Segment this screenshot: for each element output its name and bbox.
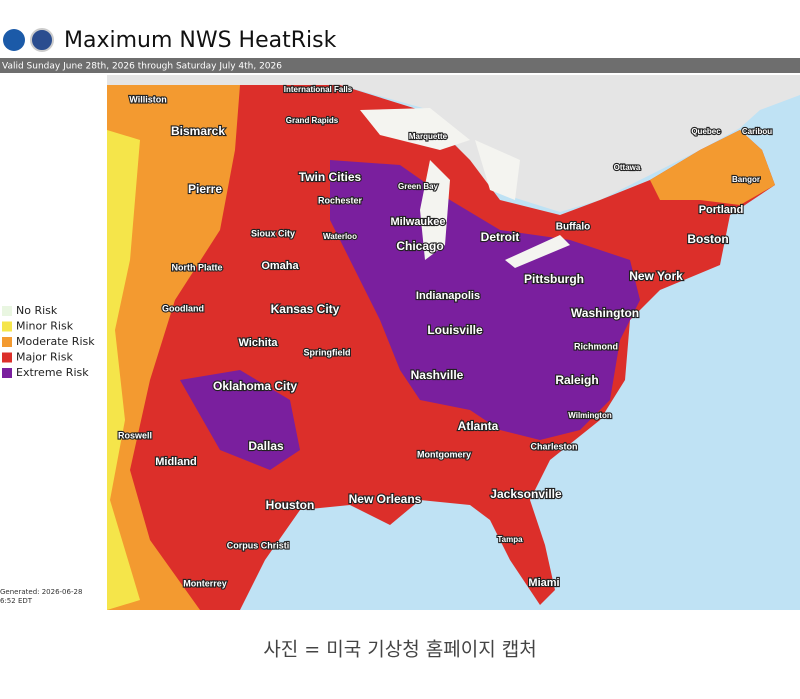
city-label: Portland	[699, 204, 744, 216]
caption: 사진 = 미국 기상청 홈페이지 캡처	[263, 639, 536, 661]
city-label: Kansas City	[271, 302, 340, 316]
city-label: Quebec	[691, 127, 721, 136]
lake-michigan	[420, 160, 450, 260]
legend-label: Extreme Risk	[16, 366, 89, 379]
city-label: Sioux City	[251, 228, 295, 238]
lake-huron	[475, 140, 520, 200]
city-label: Bangor	[732, 175, 760, 184]
city-label: New Orleans	[349, 492, 422, 506]
legend-swatch	[2, 352, 12, 363]
city-label: Montgomery	[417, 449, 471, 459]
city-label: Williston	[129, 94, 166, 104]
minor-west	[107, 130, 140, 610]
city-label: Chicago	[396, 239, 443, 253]
city-label: Roswell	[118, 430, 152, 440]
city-label: International Falls	[284, 85, 353, 94]
city-label: Boston	[687, 232, 728, 246]
lake-superior	[360, 108, 470, 150]
legend-swatch	[2, 368, 12, 378]
valid-text: Valid Sunday June 28th, 2026 through Sat…	[2, 62, 282, 72]
city-label: Midland	[155, 456, 197, 468]
city-label: Tampa	[497, 535, 523, 544]
city-label: Bismarck	[171, 124, 225, 138]
city-label: North Platte	[171, 262, 222, 272]
city-label: Corpus Christi	[227, 540, 290, 550]
noaa-logo	[3, 29, 25, 51]
city-label: Rochester	[318, 195, 363, 205]
legend-label: No Risk	[16, 304, 58, 317]
valid-bar	[0, 58, 800, 73]
city-label: Jacksonville	[490, 487, 562, 501]
legend-swatch	[2, 321, 12, 332]
city-label: Houston	[266, 498, 315, 512]
city-label: Pittsburgh	[524, 272, 584, 286]
extreme-east	[330, 160, 640, 440]
lake-erie	[505, 235, 570, 268]
city-label: Indianapolis	[416, 290, 480, 302]
city-label: Pierre	[188, 182, 222, 196]
moderate-west	[107, 85, 240, 610]
city-label: Wichita	[238, 337, 278, 349]
city-label: Waterloo	[323, 232, 357, 241]
legend: No Risk Minor Risk Moderate Risk Major Risk…	[2, 304, 95, 379]
legend-swatch	[2, 306, 12, 316]
city-label: Twin Cities	[299, 170, 362, 184]
city-label: Caribou	[742, 127, 772, 136]
legend-label: Major Risk	[16, 351, 73, 364]
city-label: Nashville	[411, 368, 464, 382]
city-label: Louisville	[427, 323, 483, 337]
city-label: Raleigh	[555, 373, 598, 387]
canada	[107, 75, 800, 212]
generated-time: 6:52 EDT	[0, 597, 33, 605]
city-label: Ottawa	[614, 163, 641, 172]
legend-swatch	[2, 337, 12, 347]
nws-logo	[30, 28, 54, 52]
city-label: Charleston	[530, 441, 577, 451]
city-label: Richmond	[574, 341, 618, 351]
legend-label: Minor Risk	[16, 320, 74, 333]
city-label: Springfield	[304, 347, 351, 357]
city-label: Atlanta	[458, 419, 499, 433]
city-label: Buffalo	[556, 222, 590, 233]
legend-label: Moderate Risk	[16, 335, 95, 348]
map	[107, 75, 800, 610]
city-label: Oklahoma City	[213, 379, 297, 393]
city-label: Miami	[528, 577, 559, 589]
city-label: Marquette	[409, 132, 448, 141]
city-label: Washington	[571, 306, 639, 320]
city-label: Monterrey	[183, 578, 227, 588]
city-label: Omaha	[261, 260, 299, 272]
title: Maximum NWS HeatRisk	[64, 28, 337, 53]
city-label: Wilmington	[568, 411, 612, 420]
city-label: Detroit	[481, 230, 520, 244]
extreme-south	[180, 370, 300, 470]
city-label: Dallas	[248, 439, 284, 453]
city-label: Milwaukee	[390, 216, 445, 228]
city-label: New York	[629, 269, 683, 283]
city-label: Goodland	[162, 303, 204, 313]
city-label: Grand Rapids	[286, 116, 339, 125]
moderate-northeast	[650, 130, 775, 205]
city-label: Green Bay	[398, 182, 439, 191]
generated-date: Generated: 2026-06-28	[0, 588, 82, 596]
city-labels: Williston Bismarck Pierre Sioux City Omaha No…	[117, 84, 773, 590]
